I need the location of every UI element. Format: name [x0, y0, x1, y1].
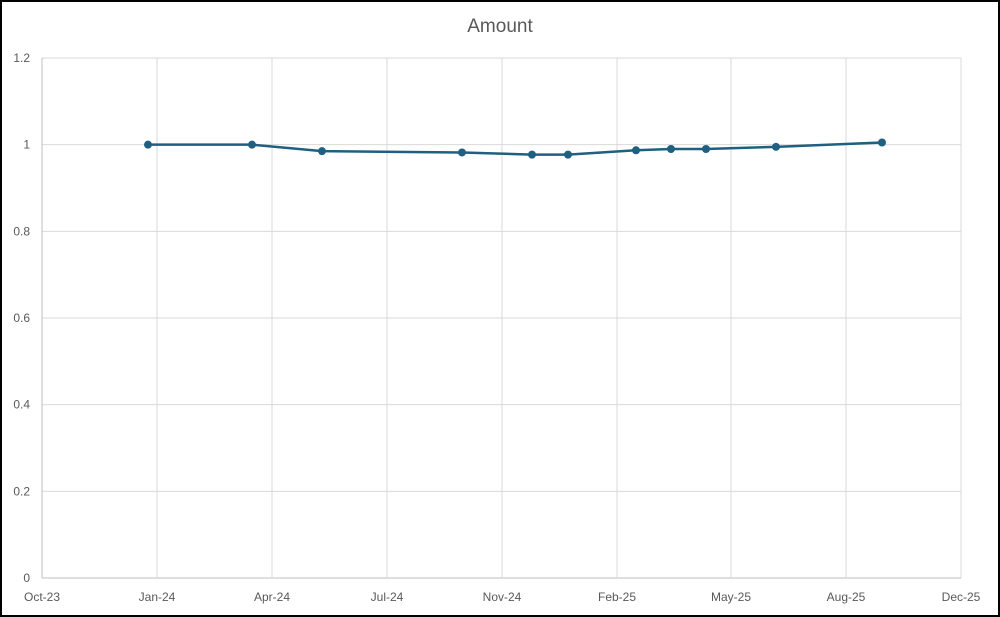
y-tick-label: 0.4	[13, 398, 30, 412]
chart-title: Amount	[467, 16, 533, 37]
x-axis-ticks: Oct-23 Jan-24 Apr-24 Jul-24 Nov-24 Feb-25 May-…	[24, 590, 981, 604]
data-point-marker	[528, 150, 536, 159]
x-tick-label: Jul-24	[371, 590, 404, 604]
data-point-marker	[667, 145, 675, 153]
y-tick-label: 0	[23, 571, 30, 585]
x-tick-label: Apr-24	[254, 590, 290, 604]
data-point-marker	[702, 145, 710, 153]
y-tick-label: 1.2	[13, 51, 30, 65]
x-tick-label: Aug-25	[827, 590, 866, 604]
y-tick-label: 0.8	[13, 224, 30, 238]
y-axis-ticks: 0 0.2 0.4 0.6 0.8 1 1.2	[13, 51, 30, 585]
data-point-marker	[458, 148, 466, 157]
gridlines	[41, 57, 962, 579]
y-tick-label: 1	[23, 138, 30, 152]
x-tick-label: Oct-23	[24, 590, 60, 604]
x-tick-label: May-25	[711, 590, 751, 604]
data-point-marker	[144, 140, 152, 149]
data-point-marker	[878, 138, 886, 147]
y-tick-label: 0.6	[13, 311, 30, 325]
series-amount	[144, 138, 886, 159]
data-point-marker	[772, 142, 780, 151]
x-tick-label: Nov-24	[483, 590, 522, 604]
data-point-marker	[564, 150, 572, 159]
x-tick-label: Jan-24	[139, 590, 176, 604]
x-tick-label: Dec-25	[942, 590, 981, 604]
y-tick-label: 0.2	[13, 484, 30, 498]
data-point-marker	[318, 147, 326, 156]
data-point-marker	[632, 146, 640, 155]
x-tick-label: Feb-25	[598, 590, 636, 604]
data-point-marker	[248, 140, 256, 149]
